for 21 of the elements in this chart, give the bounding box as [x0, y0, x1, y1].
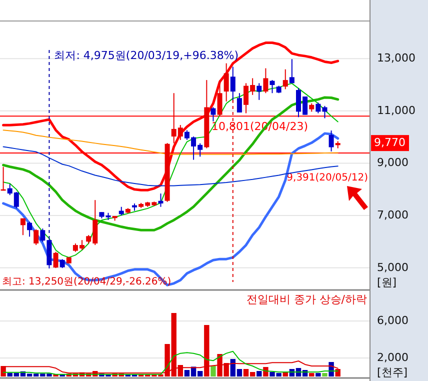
- line-series: [2, 350, 338, 375]
- y-axis-title: [원]: [377, 276, 397, 289]
- annotation: 최저: 4,975원(20/03/19,+96.38%): [54, 49, 239, 62]
- ref-line-label: 9,391(20/05/12): [286, 172, 368, 184]
- y-axis-title: [천주]: [377, 366, 408, 380]
- text: 9,770: [374, 136, 406, 150]
- y-tick-label: 7,000: [377, 208, 408, 222]
- annotation: 전일대비 종가 상승/하락: [246, 293, 367, 306]
- line-series: [2, 130, 338, 155]
- y-tick-label: 13,000: [377, 52, 416, 65]
- bar: [282, 372, 288, 376]
- bar: [322, 373, 328, 376]
- y-tick-label: 9,000: [377, 156, 408, 170]
- y-tick-label: 2,000: [377, 350, 408, 364]
- y-tick-label: 11,000: [377, 104, 416, 117]
- y-tick-label: 6,000: [377, 314, 408, 328]
- bar: [210, 366, 216, 376]
- y-tick-label: 5,000: [377, 260, 408, 274]
- bar: [316, 373, 321, 376]
- bar: [256, 371, 262, 376]
- bar: [309, 373, 314, 376]
